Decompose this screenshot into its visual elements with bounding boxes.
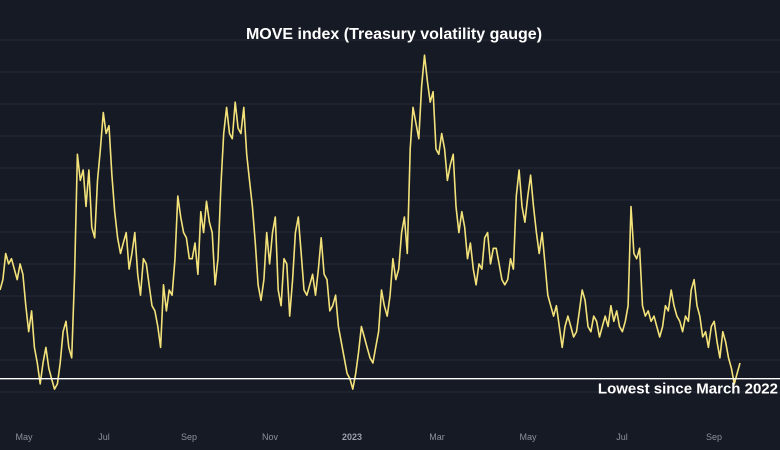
x-tick-label: Jul xyxy=(616,432,628,442)
x-tick-label: Nov xyxy=(262,432,279,442)
x-tick-label: Sep xyxy=(706,432,722,442)
annotation-lowest-since-march-2022: Lowest since March 2022 xyxy=(598,381,778,398)
x-tick-label: May xyxy=(15,432,33,442)
x-tick-label: May xyxy=(519,432,537,442)
x-tick-label: Sep xyxy=(181,432,197,442)
x-tick-label: Mar xyxy=(429,432,445,442)
x-tick-label: 2023 xyxy=(342,432,362,442)
x-tick-label: Jul xyxy=(98,432,110,442)
chart-title: MOVE index (Treasury volatility gauge) xyxy=(246,26,542,43)
series-line-move-index xyxy=(0,54,741,390)
x-axis: May Jul Sep Nov 2023 Mar May Jul Sep xyxy=(15,432,722,442)
grid xyxy=(0,39,780,393)
